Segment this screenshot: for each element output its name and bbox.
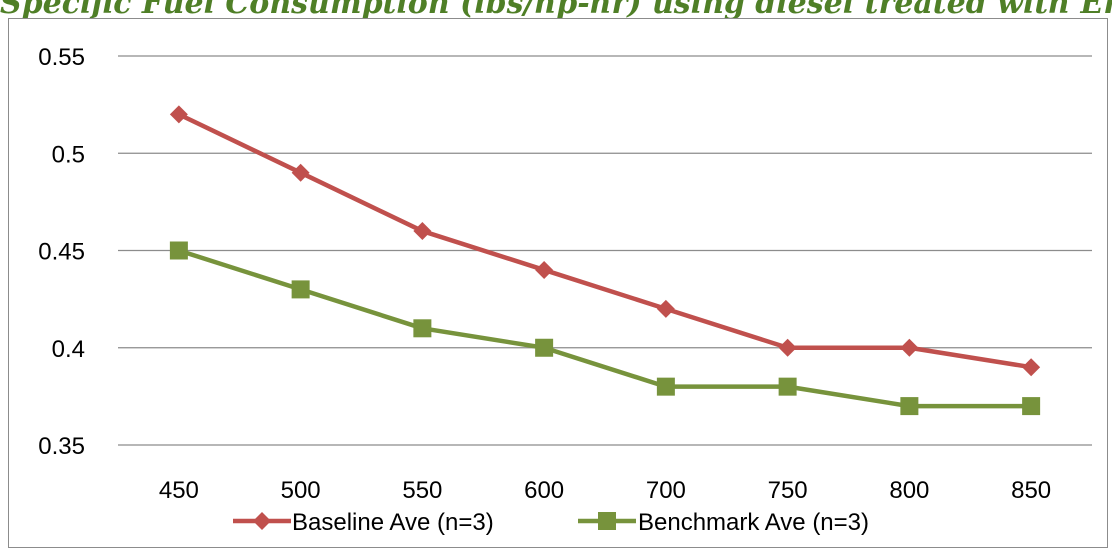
y-tick-label: 0.4 (52, 336, 85, 363)
data-point (656, 377, 675, 396)
data-point (535, 260, 554, 279)
data-point (413, 319, 432, 338)
data-point (656, 299, 675, 318)
x-tick-label: 750 (768, 477, 808, 504)
y-axis-ticks: 0.35 0.4 0.45 0.5 0.55 (38, 44, 85, 460)
data-point (1022, 397, 1041, 416)
x-axis-ticks: 450 500 550 600 700 750 800 850 (159, 477, 1051, 504)
y-tick-label: 0.35 (38, 433, 85, 460)
data-point (535, 338, 554, 357)
data-point (900, 397, 919, 416)
legend-marker-1 (598, 512, 616, 530)
data-point (778, 338, 797, 357)
x-tick-label: 850 (1011, 477, 1051, 504)
data-point (1022, 358, 1041, 377)
data-point (900, 338, 919, 357)
x-tick-label: 800 (889, 477, 929, 504)
x-tick-label: 450 (159, 477, 199, 504)
data-point (413, 222, 432, 241)
series-line-0 (177, 112, 1032, 370)
x-tick-label: 550 (402, 477, 442, 504)
data-point (778, 377, 797, 396)
data-point (169, 241, 188, 260)
y-tick-label: 0.55 (38, 44, 85, 71)
data-point (169, 105, 188, 124)
x-tick-label: 700 (646, 477, 686, 504)
series-group (169, 105, 1041, 416)
x-tick-label: 500 (281, 477, 321, 504)
data-point (291, 280, 310, 299)
legend-marker-0 (253, 512, 271, 530)
series-line-1 (178, 248, 1032, 409)
legend-label-1: Benchmark Ave (n=3) (638, 509, 869, 536)
gridlines (118, 55, 1092, 446)
x-tick-label: 600 (524, 477, 564, 504)
y-tick-label: 0.45 (38, 239, 85, 266)
y-tick-label: 0.5 (52, 141, 85, 168)
legend: Baseline Ave (n=3) Benchmark Ave (n=3) (233, 509, 869, 536)
chart-title: Specific Fuel Consumption (lbs/hp-hr) us… (0, 0, 1112, 21)
chart-frame (8, 18, 1108, 548)
data-point (291, 163, 310, 182)
legend-label-0: Baseline Ave (n=3) (292, 509, 494, 536)
